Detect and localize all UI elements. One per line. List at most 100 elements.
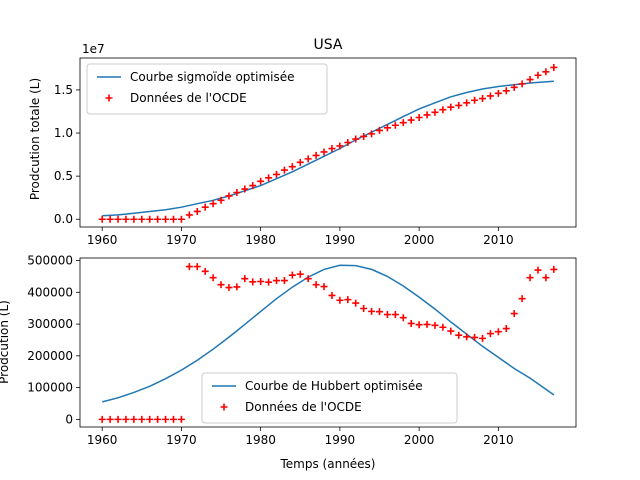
data-point-marker [391, 121, 399, 129]
data-point-marker [423, 111, 431, 119]
data-point-marker [534, 71, 542, 79]
y-tick-label: 300000 [27, 317, 73, 331]
data-point-marker [225, 284, 233, 292]
data-point-marker [296, 270, 304, 278]
data-point-marker [368, 307, 376, 315]
data-point-marker [312, 281, 320, 289]
data-point-marker [185, 211, 193, 219]
data-point-marker [407, 116, 415, 124]
data-point-marker [383, 124, 391, 132]
x-tick-label: 1980 [245, 433, 276, 447]
x-axis-label: Temps (années) [280, 457, 376, 471]
data-point-marker [415, 321, 423, 329]
data-point-marker [169, 215, 177, 223]
x-tick-label: 1960 [87, 233, 118, 247]
data-point-marker [479, 334, 487, 342]
y-tick-label: 1.5 [54, 83, 73, 97]
data-point-marker [233, 283, 241, 291]
data-point-marker [154, 215, 162, 223]
data-point-marker [399, 314, 407, 322]
data-point-marker [272, 170, 280, 178]
x-tick-label: 2000 [404, 233, 435, 247]
data-point-marker [376, 126, 384, 134]
data-point-marker [312, 151, 320, 159]
data-point-marker [486, 92, 494, 100]
data-point-marker [162, 415, 170, 423]
data-point-marker [217, 281, 225, 289]
data-point-marker [431, 321, 439, 329]
data-point-marker [320, 148, 328, 156]
data-point-marker [304, 155, 312, 163]
data-point-marker [272, 277, 280, 285]
data-point-marker [122, 215, 130, 223]
data-point-marker [534, 266, 542, 274]
data-point-marker [320, 283, 328, 291]
data-point-marker [344, 296, 352, 304]
legend-label: Courbe de Hubbert optimisée [245, 379, 423, 393]
data-point-marker [455, 331, 463, 339]
y-tick-label: 0 [65, 412, 73, 426]
x-tick-label: 1990 [325, 233, 356, 247]
data-point-marker [352, 135, 360, 143]
chart-title: USA [314, 37, 343, 53]
data-point-marker [209, 200, 217, 208]
data-point-marker [463, 333, 471, 341]
data-point-marker [177, 415, 185, 423]
data-point-marker [130, 415, 138, 423]
data-point-marker [471, 96, 479, 104]
data-point-marker [146, 415, 154, 423]
x-tick-label: 1970 [166, 433, 197, 447]
data-point-marker [162, 215, 170, 223]
data-point-marker [154, 415, 162, 423]
data-point-marker [265, 278, 273, 286]
x-tick-label: 1970 [166, 233, 197, 247]
data-point-marker [510, 310, 518, 318]
data-point-marker [241, 185, 249, 193]
series-line [102, 264, 555, 403]
data-point-marker [455, 101, 463, 109]
data-point-marker [518, 295, 526, 303]
data-point-marker [257, 177, 265, 185]
data-point-marker [169, 415, 177, 423]
data-point-marker [447, 103, 455, 111]
y-tick-label: 500000 [27, 254, 73, 268]
legend-label: Courbe sigmoïde optimisée [130, 70, 295, 84]
data-point-marker [479, 95, 487, 103]
data-point-marker [217, 196, 225, 204]
data-point-marker [257, 278, 265, 286]
data-point-marker [510, 83, 518, 91]
y-axis-label-bottom: Prodcution (L) [0, 300, 11, 384]
data-point-marker [98, 415, 106, 423]
top-plot-area: 1960 1970 1980 1990 2000 2010 0.0 0.5 1.0 1.5 Cour… [54, 57, 577, 247]
data-point-marker [352, 299, 360, 307]
data-point-marker [122, 415, 130, 423]
data-point-marker [233, 189, 241, 197]
legend-label: Données de l'OCDE [245, 400, 362, 414]
data-point-marker [146, 215, 154, 223]
y-tick-label: 200000 [27, 349, 73, 363]
x-tick-label: 2010 [483, 233, 514, 247]
data-point-marker [399, 119, 407, 127]
data-point-marker [431, 108, 439, 116]
data-point-marker [130, 215, 138, 223]
data-point-marker [249, 278, 257, 286]
data-point-marker [407, 319, 415, 327]
data-point-marker [463, 99, 471, 107]
x-tick-label: 2010 [483, 433, 514, 447]
data-point-marker [288, 271, 296, 279]
data-point-marker [265, 174, 273, 182]
bottom-plot-area: 1960 1970 1980 1990 2000 2010 0 100000 200000 300… [27, 254, 577, 447]
data-point-marker [344, 139, 352, 146]
data-point-marker [542, 68, 550, 76]
data-point-marker [376, 308, 384, 316]
data-point-marker [550, 265, 558, 273]
y-tick-label: 0.0 [54, 212, 73, 226]
x-tick-label: 1960 [87, 433, 118, 447]
data-point-marker [304, 275, 312, 283]
data-point-marker [249, 182, 257, 190]
data-point-marker [360, 132, 368, 140]
data-point-marker [114, 215, 122, 223]
y-tick-label: 1.0 [54, 126, 73, 140]
data-point-marker [439, 323, 447, 331]
data-point-marker [241, 275, 249, 283]
